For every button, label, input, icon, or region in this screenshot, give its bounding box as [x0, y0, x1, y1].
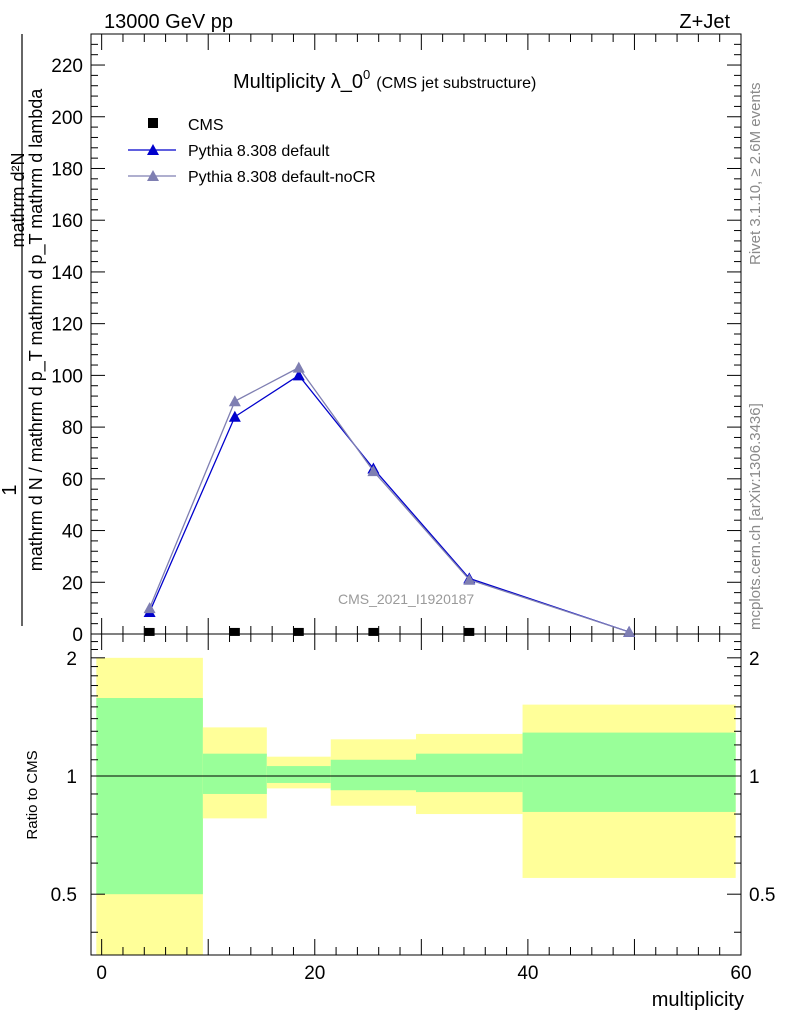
ratio-band-green-0: [96, 698, 203, 895]
main-plot-frame: 0 20 40 60 80 100 120 140 160 180 200 220: [51, 33, 742, 646]
ratio-y-tick-label-right-0: 0.5: [749, 885, 775, 906]
main-y-tick-label-3: 60: [62, 470, 83, 491]
ratio-band-green-2: [266, 766, 331, 783]
main-y-tick-label-4: 80: [62, 418, 83, 439]
main-y-tick-label-9: 180: [51, 159, 83, 180]
main-y-tick-label-1: 20: [62, 573, 83, 594]
main-y-axis-label: 1 mathrm d²N mathrm d N / mathrm d p_T m…: [0, 34, 47, 626]
mcplots-label: mcplots.cern.ch [arXiv:1306.3436]: [747, 403, 764, 630]
x-axis-label: multiplicity: [652, 989, 744, 1011]
series-1-point-1: [228, 410, 241, 422]
main-y-tick-label-2: 40: [62, 522, 83, 543]
main-y-tick-label-11: 220: [51, 56, 83, 77]
main-y-tick-label-8: 160: [51, 211, 83, 232]
main-y-tick-label-7: 140: [51, 263, 83, 284]
legend-label-default: Pythia 8.308 default: [188, 143, 330, 160]
plot-title: Multiplicity λ_00 (CMS jet substructure): [233, 67, 536, 93]
series-2-point-5: [623, 625, 636, 637]
y-label-fraction-bottom: mathrm d N / mathrm d p_T mathrm d p_T m…: [26, 88, 47, 571]
analysis-watermark: CMS_2021_I1920187: [338, 591, 474, 607]
ratio-y-tick-label-right-2: 2: [749, 649, 760, 670]
legend-marker-nocr: [147, 170, 159, 181]
ratio-band-green-5: [522, 732, 736, 812]
series-0-point-3: [368, 627, 379, 636]
plot-title-sup: 0: [363, 67, 370, 82]
main-y-tick-label-10: 200: [51, 108, 83, 129]
series-layer: [143, 361, 636, 637]
legend-label-nocr: Pythia 8.308 default-noCR: [188, 169, 376, 186]
legend-label-cms: CMS: [188, 117, 224, 134]
series-2-point-0: [143, 602, 156, 614]
plot-title-main: Multiplicity λ_0: [233, 71, 363, 93]
x-tick-label-0: 0: [96, 963, 107, 984]
ratio-y-tick-label-left-1: 1: [66, 767, 77, 788]
legend-marker-cms: [148, 118, 158, 128]
main-y-tick-label-5: 100: [51, 366, 83, 387]
series-line-2: [149, 366, 630, 633]
legend: CMS Pythia 8.308 default Pythia 8.308 de…: [128, 117, 376, 186]
series-0-point-0: [144, 627, 155, 636]
ratio-bands: [96, 657, 736, 955]
rivet-label: Rivet 3.1.10, ≥ 2.6M events: [747, 83, 764, 266]
series-2-point-4: [463, 573, 476, 585]
plot-title-sub: (CMS jet substructure): [376, 75, 536, 92]
series-0-point-1: [229, 627, 240, 636]
series-2-point-2: [292, 361, 305, 373]
y-label-fraction-top: mathrm d²N: [8, 152, 28, 247]
ratio-band-green-1: [202, 753, 267, 794]
ratio-y-axis-label: Ratio to CMS: [24, 750, 41, 839]
x-tick-label-3: 60: [730, 963, 751, 984]
ratio-plot-frame: 0 20 40 60 0.5 0.5 1 1 2 2: [51, 633, 775, 984]
ratio-y-tick-label-left-2: 2: [66, 649, 77, 670]
series-line-1: [149, 374, 630, 633]
series-0-point-4: [464, 627, 475, 636]
main-y-tick-label-0: 0: [72, 625, 83, 646]
header-left-label: 13000 GeV pp: [104, 11, 233, 33]
ratio-plot-border: [90, 633, 742, 956]
x-tick-label-2: 40: [517, 963, 538, 984]
header-right-label: Z+Jet: [679, 11, 730, 33]
x-tick-label-1: 20: [304, 963, 325, 984]
ratio-y-tick-label-left-0: 0.5: [51, 885, 77, 906]
legend-marker-default: [147, 144, 159, 155]
series-2-point-1: [228, 395, 241, 407]
series-1-point-2: [292, 369, 305, 381]
main-y-tick-label-6: 120: [51, 315, 83, 336]
ratio-band-green-4: [416, 753, 523, 793]
ratio-band-green-3: [330, 759, 416, 791]
ratio-y-tick-label-right-1: 1: [749, 767, 760, 788]
y-label-numerator: 1: [0, 484, 21, 495]
series-2-point-3: [367, 465, 380, 477]
series-0-point-2: [293, 627, 304, 636]
